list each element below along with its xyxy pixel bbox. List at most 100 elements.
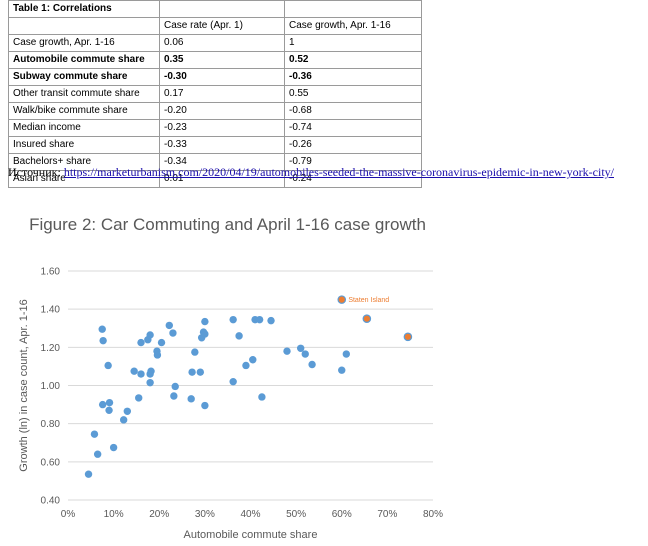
data-point [147,367,155,375]
table-row: Insured share -0.33 -0.26 [8,136,422,154]
table-row: Median income -0.23 -0.74 [8,119,422,137]
data-point [188,368,196,376]
data-point [165,321,173,330]
table-row: Asian share 0.01 -0.24 [8,170,422,188]
highlight-point [362,314,372,324]
table-cell: -0.74 [284,119,422,137]
source-prefix: Источник: [8,165,61,179]
table-cell: Case growth, Apr. 1-16 [8,34,160,52]
table-cell: -0.33 [159,136,285,154]
y-tick-label: 0.60 [41,457,61,468]
data-point [201,330,209,338]
annotation-label: Staten Island [348,297,389,304]
data-point [90,430,99,438]
y-tick-label: 0.80 [41,419,61,430]
data-point [258,393,266,401]
data-point [153,351,162,359]
table-row: Walk/bike commute share -0.20 -0.68 [8,102,422,120]
data-point [146,331,154,339]
table-row: Other transit commute share 0.17 0.55 [8,85,422,103]
table-title: Table 1: Correlations [8,0,160,18]
x-tick-label: 10% [104,509,124,520]
source-line: Источник: https://marketurbanism.com/202… [8,165,638,179]
table-cell: 1 [284,34,422,52]
table-row: Automobile commute share 0.35 0.52 [8,51,422,69]
x-tick-label: 60% [332,509,352,520]
table-cell: 0.55 [284,85,422,103]
data-point [267,316,275,325]
scatter-chart: Figure 2: Car Commuting and April 1-16 c… [0,205,648,546]
y-tick-label: 1.20 [41,343,61,354]
data-point [137,338,145,347]
data-point [137,370,145,378]
table-cell: -0.26 [284,136,422,154]
data-point [187,395,195,403]
y-tick-label: 1.00 [41,381,61,392]
table-header-cell: Case rate (Apr. 1) [159,17,285,35]
data-point [104,361,112,370]
x-tick-label: 50% [286,509,306,520]
data-point [235,332,243,340]
x-tick-label: 30% [195,509,215,520]
data-point [301,350,309,358]
data-point [229,377,237,386]
data-point [242,361,250,370]
data-point [105,406,113,415]
table-cell: Other transit commute share [8,85,160,103]
y-tick-label: 1.40 [41,305,61,316]
data-point [249,356,257,364]
table-cell: -0.30 [159,68,285,86]
data-point [342,350,351,358]
data-point [157,338,166,347]
table-header-row: Case rate (Apr. 1) Case growth, Apr. 1-1… [8,17,422,35]
chart-title: Figure 2: Car Commuting and April 1-16 c… [29,215,426,234]
y-tick-label: 0.40 [41,496,61,507]
table-cell: -0.68 [284,102,422,120]
table-cell: Median income [8,119,160,137]
table-cell: Subway commute share [8,68,160,86]
data-point [201,401,209,410]
y-tick-label: 1.60 [41,267,61,278]
scatter-plot: 0.40 0.60 0.80 1.00 1.20 1.40 1.60 0% 10% 20% 30% 4… [18,267,443,542]
table-cell: Walk/bike commute share [8,102,160,120]
data-point [308,360,316,369]
x-tick-label: 80% [423,509,443,520]
x-tick-label: 20% [149,509,169,520]
table-row: Bachelors+ share -0.34 -0.79 [8,153,422,171]
data-point [135,394,143,402]
data-point [283,347,291,355]
data-point [170,392,178,400]
highlight-point [337,295,347,304]
table-cell: -0.24 [284,170,422,188]
data-point [98,400,107,409]
table-header-cell: Case growth, Apr. 1-16 [284,17,422,35]
correlations-table: Table 1: Correlations Case rate (Apr. 1)… [8,0,422,188]
table-cell: -0.23 [159,119,285,137]
data-point [99,336,107,345]
table-cell: -0.20 [159,102,285,120]
table-cell: 0.06 [159,34,285,52]
table-cell: Insured share [8,136,160,154]
highlight-point [403,332,413,342]
table-cell: Asian share [8,170,160,188]
data-point [84,470,93,478]
table-row: Case growth, Apr. 1-16 0.06 1 [8,34,422,52]
data-point [98,325,106,333]
table-cell: 0.52 [284,51,422,69]
data-point [123,407,132,415]
table-cell: Automobile commute share [8,51,160,69]
data-point [255,315,264,324]
table-header-cell [8,17,160,35]
data-point [229,315,237,324]
table-cell: -0.36 [284,68,422,86]
data-point [191,348,199,356]
source-link[interactable]: https://marketurbanism.com/2020/04/19/au… [63,165,614,179]
table-cell: 0.17 [159,85,285,103]
data-point [296,344,305,352]
table-cell: 0.35 [159,51,285,69]
data-point [119,416,128,424]
data-point [93,450,102,458]
data-point [109,443,118,452]
data-point [130,367,138,375]
y-axis-label: Growth (ln) in case count, Apr. 1-16 [18,299,30,471]
